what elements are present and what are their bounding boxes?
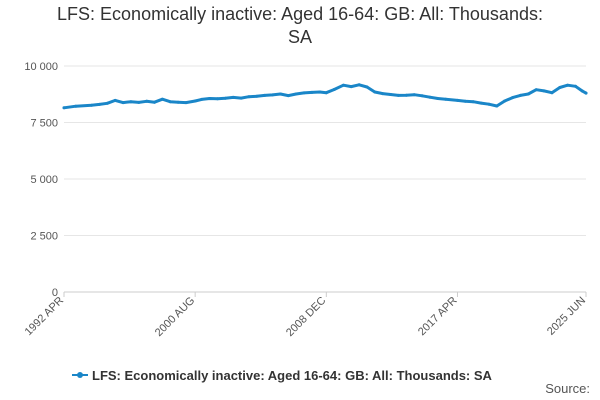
x-tick-label: 2025 JUN	[545, 295, 588, 338]
data-point	[463, 99, 467, 103]
chart-title-line-1: LFS: Economically inactive: Aged 16-64: …	[57, 4, 543, 24]
data-point	[223, 96, 227, 100]
data-point	[365, 85, 369, 89]
y-tick-label: 10 000	[24, 61, 58, 73]
data-point	[97, 102, 101, 106]
data-point	[341, 83, 345, 87]
data-point	[566, 83, 570, 87]
data-point	[105, 101, 109, 105]
data-point	[420, 94, 424, 98]
data-point	[62, 106, 66, 110]
data-point	[113, 98, 117, 102]
data-point	[542, 89, 546, 93]
x-tick-label: 2000 AUG	[153, 295, 197, 339]
data-point	[444, 97, 448, 101]
data-point	[558, 86, 562, 89]
data-point	[184, 101, 188, 105]
data-point	[271, 93, 274, 97]
data-point	[129, 100, 133, 104]
data-point	[511, 96, 515, 100]
data-point	[294, 92, 298, 96]
data-point	[208, 97, 212, 100]
data-point	[487, 102, 491, 106]
data-point	[247, 95, 251, 99]
x-tick-label: 2008 DEC	[284, 295, 328, 339]
data-point	[286, 94, 290, 98]
data-point	[160, 97, 164, 101]
data-point	[137, 100, 141, 104]
data-point	[479, 101, 483, 105]
data-point	[574, 84, 577, 88]
data-point	[216, 97, 219, 101]
data-point	[389, 93, 393, 96]
legend-label: LFS: Economically inactive: Aged 16-64: …	[92, 368, 493, 383]
data-point	[534, 88, 538, 92]
data-point	[495, 104, 499, 108]
data-point	[373, 90, 377, 94]
data-point	[412, 93, 416, 97]
data-point	[310, 90, 314, 94]
data-point	[200, 97, 204, 101]
data-point	[404, 93, 408, 97]
data-point	[428, 95, 432, 99]
data-point	[456, 98, 459, 102]
data-point	[74, 104, 78, 108]
chart-title-line-2: SA	[287, 27, 312, 47]
data-point	[332, 88, 336, 91]
data-point	[396, 93, 400, 97]
data-point	[580, 89, 584, 93]
data-point	[518, 93, 522, 97]
y-tick-label: 2 500	[30, 231, 58, 243]
data-point	[550, 91, 554, 95]
data-point	[503, 99, 507, 103]
data-point	[239, 96, 243, 100]
data-point	[168, 100, 172, 104]
data-point	[381, 92, 385, 96]
data-point	[584, 91, 588, 95]
data-point	[90, 103, 93, 107]
y-tick-label: 0	[52, 287, 58, 299]
y-tick-label: 5 000	[30, 174, 58, 186]
data-point	[302, 91, 306, 95]
data-point	[153, 100, 156, 104]
data-point	[526, 92, 530, 96]
data-point	[193, 99, 197, 103]
data-point	[176, 100, 180, 104]
data-point	[145, 99, 149, 103]
data-point	[278, 92, 282, 96]
data-point	[263, 93, 267, 97]
data-point	[324, 91, 328, 95]
x-tick-label: 2017 APR	[416, 295, 460, 339]
data-point	[231, 95, 235, 99]
data-point	[471, 100, 475, 104]
series-line	[62, 83, 588, 110]
data-point	[357, 83, 361, 87]
data-point	[349, 85, 353, 89]
data-point	[121, 101, 125, 105]
data-point	[318, 90, 322, 94]
data-point	[436, 97, 440, 100]
y-tick-label: 7 500	[30, 118, 58, 130]
source-label: Source:	[545, 381, 590, 396]
data-point	[255, 94, 259, 98]
legend-marker	[77, 372, 83, 378]
x-tick-label: 1992 APR	[23, 295, 67, 339]
